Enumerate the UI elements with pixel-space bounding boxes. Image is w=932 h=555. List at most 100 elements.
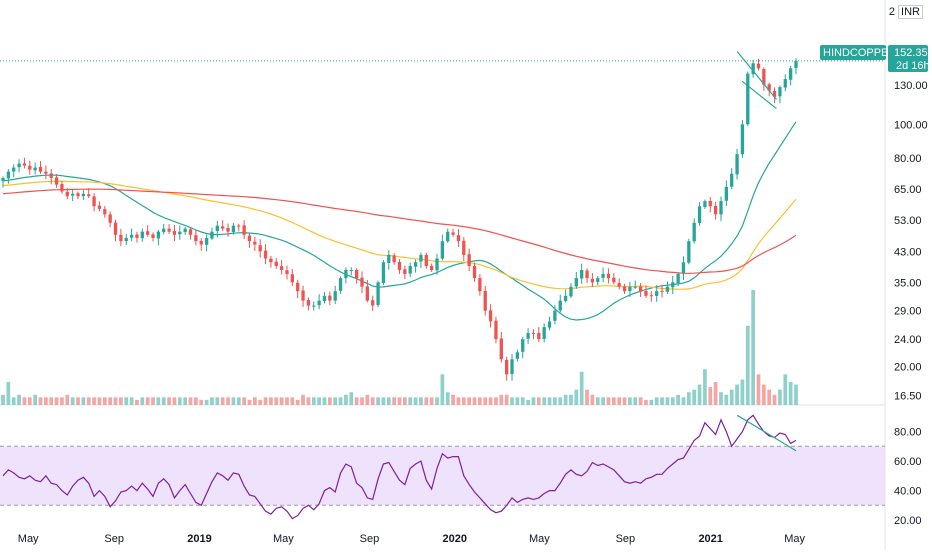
volume-bar xyxy=(467,397,472,405)
price-axis[interactable]: 16.50 20.00 24.00 29.00 35.00 43.00 53.00 65.00… xyxy=(894,48,928,527)
price-trendline[interactable] xyxy=(736,51,777,100)
time-tick-label: 2019 xyxy=(187,533,211,545)
candles xyxy=(1,58,798,381)
volume-bar xyxy=(301,394,305,405)
volume-bar xyxy=(772,394,777,405)
candle-body xyxy=(274,261,278,267)
candle-body xyxy=(478,278,482,292)
price-trendline[interactable] xyxy=(741,80,777,110)
time-tick-label: Sep xyxy=(104,533,124,545)
candle-body xyxy=(204,237,209,245)
candle-body xyxy=(237,225,241,227)
candle-body xyxy=(622,286,627,292)
volume-bar xyxy=(585,389,589,405)
price-tick-label: 43.00 xyxy=(894,246,922,258)
volume-bar xyxy=(397,397,402,405)
candle-body xyxy=(338,278,343,291)
candle-body xyxy=(140,231,144,239)
candle-body xyxy=(360,277,364,287)
rsi-trendline[interactable] xyxy=(736,414,797,452)
volume-bar xyxy=(531,397,536,405)
volume-bar xyxy=(649,399,654,405)
candle-body xyxy=(735,154,739,175)
volume-bar xyxy=(558,397,563,405)
candle-body xyxy=(199,240,203,245)
rsi-tick-label: 20.00 xyxy=(894,515,922,527)
volume-bar xyxy=(285,397,289,405)
volume-bar xyxy=(124,397,129,405)
candle-body xyxy=(28,165,32,170)
volume-bar xyxy=(445,392,450,405)
volume-bar xyxy=(129,397,134,405)
candle-body xyxy=(403,269,407,274)
candle-body xyxy=(553,310,557,321)
candle-body xyxy=(596,278,600,282)
volume-bar xyxy=(247,399,252,405)
candle-body xyxy=(231,225,236,233)
volume-bar xyxy=(483,397,488,405)
volume-bar xyxy=(135,399,139,405)
candle-body xyxy=(333,291,337,301)
volume-bar xyxy=(306,397,311,405)
volume-bar xyxy=(520,397,525,405)
candle-body xyxy=(22,163,27,166)
volume-bar xyxy=(510,397,514,405)
volume-bar xyxy=(590,394,595,405)
moving-average-line xyxy=(2,188,797,274)
candle-body xyxy=(183,228,187,233)
volume-bar xyxy=(33,394,38,405)
candle-body xyxy=(435,258,439,271)
volume-bar xyxy=(199,399,204,405)
volume-bar xyxy=(745,325,750,405)
volume-bar xyxy=(70,397,75,405)
moving-averages xyxy=(2,121,797,321)
candle-body xyxy=(124,237,128,241)
volume-bar xyxy=(606,397,611,405)
candle-body xyxy=(612,277,616,283)
time-tick-label: Sep xyxy=(360,533,380,545)
price-tick-label: 24.00 xyxy=(894,334,922,346)
candle-body xyxy=(563,295,568,301)
volume-bar xyxy=(327,397,332,405)
candle-body xyxy=(794,60,798,68)
candle-body xyxy=(510,359,514,375)
rsi-tick-label: 80.00 xyxy=(894,427,922,439)
candle-body xyxy=(38,166,43,172)
volume-bar xyxy=(542,397,547,405)
volume-bar xyxy=(97,397,102,405)
price-tick-label: 100.00 xyxy=(894,119,928,131)
volume-bar xyxy=(220,397,225,405)
volume-bar xyxy=(258,399,263,405)
volume-bar xyxy=(317,397,321,405)
time-tick-label: May xyxy=(784,533,805,545)
volume-bar xyxy=(778,389,782,405)
candle-body xyxy=(247,235,252,242)
candle-body xyxy=(617,283,621,287)
candle-body xyxy=(483,290,487,311)
volume-bar xyxy=(574,389,579,405)
candle-body xyxy=(354,270,359,279)
candle-body xyxy=(17,163,21,168)
candle-body xyxy=(263,250,268,259)
candle-body xyxy=(580,269,584,279)
currency-multiplier: 2 xyxy=(888,6,895,18)
candle-body xyxy=(542,327,546,339)
volume-bar xyxy=(226,397,230,405)
candle-body xyxy=(601,273,605,278)
candle-body xyxy=(703,201,707,207)
candle-body xyxy=(638,286,643,292)
candle-body xyxy=(644,290,648,296)
volume-bar xyxy=(269,397,273,405)
annotations[interactable] xyxy=(736,51,797,452)
candle-body xyxy=(751,63,755,75)
time-tick-label: May xyxy=(18,533,39,545)
candle-body xyxy=(381,262,386,283)
time-axis[interactable]: May Sep 2019 May Sep 2020 May Sep 2021 May xyxy=(18,533,806,545)
candle-body xyxy=(269,258,273,263)
candle-body xyxy=(49,173,53,178)
volume-bar xyxy=(579,371,584,405)
volume-bar xyxy=(86,397,91,405)
candle-body xyxy=(178,231,182,235)
